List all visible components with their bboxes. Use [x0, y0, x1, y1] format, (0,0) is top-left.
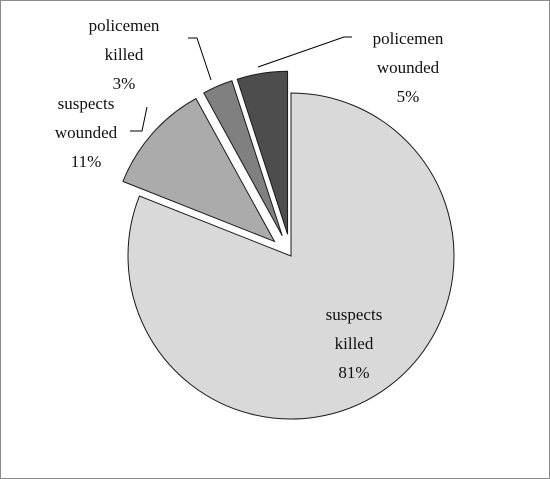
slice-label-suspects-wounded-line2: wounded	[55, 123, 118, 142]
slice-label-policemen-killed: policemen	[89, 16, 160, 35]
leader-line-suspects-wounded	[130, 106, 148, 132]
pie-slices	[122, 70, 455, 420]
leader-lines	[130, 36, 352, 132]
slice-percent-policemen-wounded: 5%	[397, 87, 420, 106]
pie-slice-suspects-killed	[127, 92, 455, 420]
slice-label-suspects-killed: suspects	[326, 305, 383, 324]
slice-label-policemen-killed-line2: killed	[105, 45, 144, 64]
pie-slice-suspects-wounded	[122, 97, 276, 243]
slice-label-policemen-wounded: policemen	[373, 29, 444, 48]
leader-line-policemen-wounded	[257, 36, 352, 68]
slice-percent-suspects-killed: 81%	[338, 363, 369, 382]
slice-percent-policemen-killed: 3%	[113, 74, 136, 93]
slice-label-policemen-wounded-line2: wounded	[377, 58, 440, 77]
slice-label-suspects-killed-line2: killed	[335, 334, 374, 353]
pie-slice-policemen-killed	[203, 80, 283, 237]
slice-percent-suspects-wounded: 11%	[71, 152, 102, 171]
slice-label-suspects-wounded: suspects	[58, 94, 115, 113]
pie-slice-policemen-wounded	[236, 70, 289, 235]
leader-line-policemen-killed	[188, 37, 212, 81]
